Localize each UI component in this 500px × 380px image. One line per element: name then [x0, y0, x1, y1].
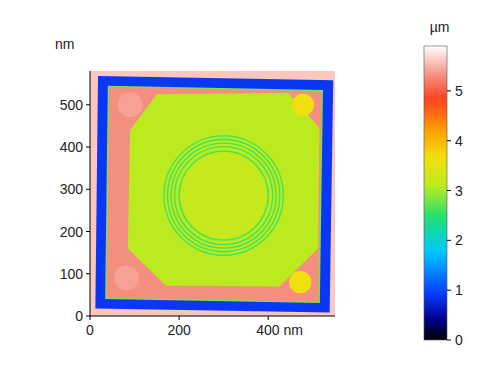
y-tick-label: 0: [75, 308, 83, 324]
colorbar-tick: [447, 90, 451, 91]
x-axis-line: [90, 316, 335, 317]
height-ring: [164, 136, 283, 255]
y-tick-label: 300: [60, 181, 84, 197]
chart-root: 0 100 200 300 400 500 0 200 400 nm nm 0 1 2 3 4 5 µm: [0, 0, 500, 380]
axes: 0 100 200 300 400 500 0 200 400 nm nm: [55, 36, 335, 338]
y-tick-label: 400: [60, 139, 84, 155]
height-ring: [179, 151, 268, 240]
y-tick: [86, 316, 90, 317]
chart-svg: 0 100 200 300 400 500 0 200 400 nm nm 0 1 2 3 4 5 µm: [0, 0, 500, 380]
y-tick: [86, 189, 90, 190]
height-disk: [181, 153, 267, 239]
colorbar-tick: [447, 290, 451, 291]
height-region: [106, 87, 321, 302]
height-ring: [171, 143, 276, 248]
colorbar: 0 1 2 3 4 5 µm: [424, 19, 463, 348]
height-ring: [175, 147, 273, 245]
height-disk: [118, 92, 143, 117]
y-tick-label: 100: [60, 266, 84, 282]
y-axis-line: [90, 71, 91, 316]
height-region: [95, 76, 333, 313]
y-tick-label: 200: [60, 224, 84, 240]
height-region: [128, 93, 320, 286]
height-disk: [292, 94, 314, 116]
colorbar-tick-label: 5: [455, 83, 463, 99]
colorbar-tick: [447, 340, 451, 341]
colorbar-tick-label: 1: [455, 282, 463, 298]
x-tick: [179, 316, 180, 320]
colorbar-tick-label: 4: [455, 133, 463, 149]
x-tick: [268, 316, 269, 320]
height-region: [90, 71, 335, 316]
colorbar-tick-label: 0: [455, 332, 463, 348]
height-disk: [114, 266, 139, 291]
y-tick: [86, 273, 90, 274]
colorbar-scale: [424, 46, 447, 340]
colorbar-tick-label: 2: [455, 232, 463, 248]
height-map: [90, 71, 335, 316]
colorbar-tick-label: 3: [455, 183, 463, 199]
x-tick-label: 200: [167, 322, 191, 338]
height-ring: [168, 139, 280, 251]
y-axis-label: nm: [55, 36, 74, 52]
y-tick: [86, 104, 90, 105]
colorbar-label: µm: [430, 19, 450, 35]
y-tick-label: 500: [60, 97, 84, 113]
y-tick: [86, 147, 90, 148]
height-region: [105, 86, 323, 303]
x-tick-label: 400 nm: [256, 322, 303, 338]
height-disk: [289, 271, 311, 293]
x-tick: [90, 316, 91, 320]
y-tick: [86, 231, 90, 232]
colorbar-tick: [447, 240, 451, 241]
colorbar-tick: [447, 190, 451, 191]
x-tick-label: 0: [86, 322, 94, 338]
colorbar-tick: [447, 140, 451, 141]
